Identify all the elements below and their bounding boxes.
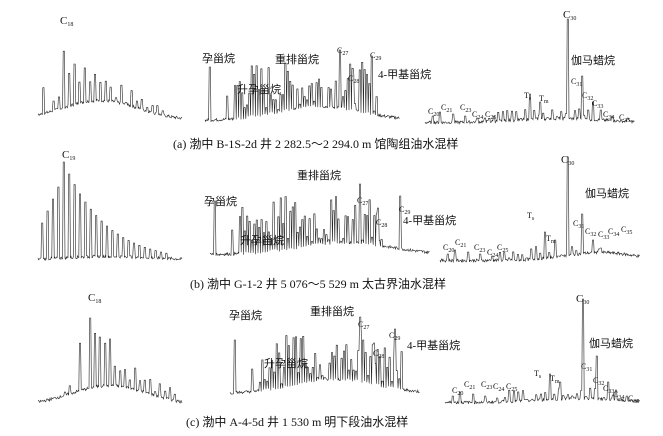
label-b-c31: C31 (573, 219, 584, 230)
label-a-c21: C21 (441, 103, 452, 114)
label-b-c28: C28 (376, 218, 387, 229)
label-c-4-methylsterane: 4-甲基甾烷 (407, 338, 460, 352)
label-a-homopregnane: 升孕甾烷 (237, 82, 281, 96)
label-a-4-methylsterane: 4-甲基甾烷 (378, 67, 431, 81)
label-b-c29: C29 (399, 205, 410, 216)
trace-b-terpanes (439, 156, 640, 263)
label-b-c25: C25 (497, 243, 508, 254)
trace-c-alkanes (37, 317, 183, 404)
label-c-c35: C35 (628, 394, 639, 405)
label-c-c31: C31 (581, 362, 592, 373)
label-a-ts: Ts (524, 91, 532, 102)
label-a-c23: C23 (460, 103, 471, 114)
label-b-c23: C23 (474, 243, 485, 254)
label-c-c33: C33 (603, 384, 614, 395)
label-a-diasterane: 重排甾烷 (275, 52, 319, 66)
label-b-c20: C20 (443, 243, 454, 254)
label-a-alkane-peak: C18 (60, 15, 73, 28)
trace-b-alkanes (37, 161, 183, 262)
label-c-ts: Ts (534, 369, 542, 380)
label-a-pregnane: 孕甾烷 (202, 51, 235, 65)
label-b-c24: C24 (487, 248, 498, 259)
label-b-c21: C21 (455, 238, 466, 249)
trace-c-terpanes (444, 298, 640, 405)
label-c-c25: C25 (506, 382, 517, 393)
label-b-c30: C30 (561, 154, 574, 167)
label-c-c32: C32 (593, 376, 604, 387)
label-c-c34: C34 (613, 390, 624, 401)
label-c-c24: C24 (493, 382, 504, 393)
label-c-tm: Tm (550, 374, 560, 385)
trace-b-steranes (209, 183, 430, 257)
label-c-pregnane: 孕甾烷 (229, 308, 262, 322)
label-a-c29: C29 (370, 51, 381, 62)
label-c-c28: C28 (373, 349, 384, 360)
label-c-diasterane: 重排甾烷 (310, 304, 354, 318)
label-a-c20: C20 (428, 107, 439, 118)
chromatogram-traces (37, 18, 640, 405)
label-b-gammacerane: 伽马蜡烷 (585, 186, 629, 200)
label-c-c27: C27 (358, 320, 369, 331)
label-b-4-methylsterane: 4-甲基甾烷 (403, 213, 456, 227)
label-b-c35: C35 (621, 225, 632, 236)
label-a-c32: C32 (582, 91, 593, 102)
label-c-c23: C23 (481, 380, 492, 391)
label-b-c34: C34 (608, 227, 619, 238)
label-c-c29: C29 (389, 331, 400, 342)
caption-b: (b) 渤中 G-1-2 井 5 076～5 529 m 太古界油水混样 (190, 276, 446, 291)
label-b-tm: Tm (546, 234, 556, 245)
label-c-alkane-peak: C18 (88, 292, 101, 305)
caption-a: (a) 渤中 B-1S-2d 井 2 282.5～2 294.0 m 馆陶组油水… (173, 136, 458, 151)
label-a-c30: C30 (563, 9, 576, 22)
trace-a-terpanes (424, 18, 635, 125)
label-c-c30: C30 (576, 293, 589, 306)
label-b-diasterane: 重排甾烷 (297, 168, 341, 182)
label-c-c21: C21 (464, 380, 475, 391)
label-a-gammacerane: 伽马蜡烷 (571, 53, 615, 67)
label-c-homopregnane: 升孕甾烷 (264, 356, 308, 370)
trace-a-alkanes (37, 50, 183, 120)
label-c-gammacerane: 伽马蜡烷 (589, 336, 633, 350)
label-a-c31: C31 (571, 77, 582, 88)
caption-c: (c) 渤中 A-4-5d 井 1 530 m 明下段油水混样 (186, 414, 408, 429)
trace-c-steranes (229, 316, 420, 395)
label-a-tm: Tm (539, 94, 549, 105)
label-b-alkane-peak: C19 (62, 149, 75, 162)
label-a-c28: C28 (348, 74, 359, 85)
trace-a-steranes (204, 49, 400, 123)
label-b-homopregnane: 升孕甾烷 (240, 233, 284, 247)
label-a-c34: C34 (603, 110, 614, 121)
label-a-c24: C24 (472, 110, 483, 121)
label-a-c25: C25 (485, 110, 496, 121)
label-a-c27: C27 (337, 46, 348, 57)
label-b-c27: C27 (357, 196, 368, 207)
label-c-c20: C20 (452, 386, 463, 397)
label-a-c35: C35 (619, 113, 630, 124)
label-b-c32: C32 (585, 227, 596, 238)
label-b-pregnane: 孕甾烷 (204, 194, 237, 208)
label-b-ts: Ts (527, 211, 535, 222)
label-b-c33: C33 (598, 230, 609, 241)
label-a-c33: C33 (592, 99, 603, 110)
